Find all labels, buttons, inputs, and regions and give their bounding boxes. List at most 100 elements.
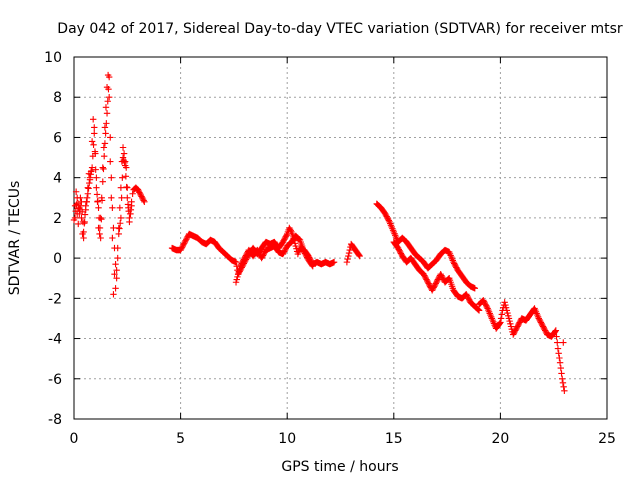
data-point [124, 194, 131, 201]
data-point [559, 375, 566, 382]
data-point [556, 354, 563, 362]
data-point [102, 104, 110, 111]
data-point [124, 184, 131, 191]
chart-title: Day 042 of 2017, Sidereal Day-to-day VTE… [57, 21, 623, 37]
y-tick-label: -2 [48, 291, 62, 307]
data-point [92, 166, 99, 173]
data-point [560, 339, 567, 346]
data-point [115, 230, 122, 238]
data-point [91, 124, 98, 131]
data-point [105, 85, 112, 93]
y-axis-label: SDTVAR / TECUs [7, 181, 23, 296]
data-point [475, 307, 483, 314]
data-point [141, 198, 148, 205]
x-axis-tick-labels: 0 5 10 15 20 25 [70, 431, 616, 447]
data-point [93, 191, 101, 198]
data-point [120, 150, 128, 157]
data-point [82, 202, 89, 210]
data-point [345, 252, 352, 260]
data-point [555, 350, 562, 357]
data-point [140, 197, 147, 204]
data-point [105, 94, 113, 101]
y-tick-label: 8 [53, 90, 62, 106]
data-point [344, 255, 351, 263]
data-point [385, 217, 393, 224]
data-point [474, 305, 481, 313]
y-axis-tick-labels: -8 -6 -4 -2 0 2 4 6 8 10 [44, 50, 62, 428]
data-point [84, 184, 92, 191]
x-axis-label: GPS time / hours [281, 459, 398, 475]
data-point [86, 174, 94, 181]
data-point [445, 275, 452, 283]
data-point [88, 164, 96, 171]
data-point [113, 275, 120, 282]
data-point [108, 194, 115, 201]
data-point [86, 179, 93, 187]
data-point [104, 98, 111, 105]
data-point [116, 220, 124, 227]
data-point [123, 183, 130, 191]
data-point [93, 174, 100, 181]
data-point [89, 116, 97, 123]
data-point [356, 252, 363, 260]
y-tick-label: 2 [53, 211, 62, 227]
data-point [101, 140, 109, 147]
data-point [126, 210, 134, 218]
data-point [475, 306, 482, 313]
data-point [308, 261, 316, 269]
x-tick-label: 0 [70, 431, 79, 447]
data-point [497, 315, 505, 322]
data-point [78, 214, 85, 222]
grid-lines [74, 57, 607, 419]
data-point [75, 220, 82, 228]
data-point [87, 171, 94, 178]
data-point [114, 244, 121, 252]
data-point [80, 234, 87, 242]
data-point [84, 190, 92, 197]
data-point [558, 370, 565, 377]
data-point [129, 190, 136, 197]
axis-ticks [73, 56, 608, 420]
data-point [107, 134, 114, 141]
data-point [127, 206, 135, 214]
data-point [73, 194, 81, 201]
data-point [111, 271, 118, 278]
data-point [554, 339, 561, 346]
data-point [115, 224, 122, 232]
data-point [287, 227, 294, 234]
data-point [93, 184, 100, 191]
data-point [79, 218, 87, 226]
data-point [117, 184, 125, 191]
data-point [346, 246, 353, 254]
data-point [554, 345, 562, 352]
data-point [100, 165, 107, 173]
data-point [471, 285, 479, 292]
data-point [552, 327, 560, 334]
data-point [116, 204, 124, 212]
data-points [70, 71, 568, 395]
data-point [72, 188, 80, 195]
data-point [560, 383, 567, 391]
plot-frame [73, 56, 608, 420]
data-point [80, 228, 87, 236]
data-point [232, 258, 240, 266]
data-point [97, 234, 104, 242]
data-point [83, 198, 90, 205]
data-point [101, 124, 109, 131]
data-point [81, 220, 88, 227]
y-tick-label: -6 [48, 372, 62, 388]
data-point [96, 224, 104, 232]
x-tick-label: 20 [491, 431, 509, 447]
data-point [122, 173, 130, 180]
y-tick-label: 10 [44, 50, 62, 66]
data-point [114, 254, 121, 262]
data-point [96, 230, 103, 238]
data-point [283, 232, 290, 239]
data-point [73, 201, 80, 208]
data-point [103, 110, 111, 117]
data-point [103, 120, 110, 127]
data-point [121, 162, 129, 169]
data-point [100, 144, 108, 151]
data-point [557, 364, 565, 372]
